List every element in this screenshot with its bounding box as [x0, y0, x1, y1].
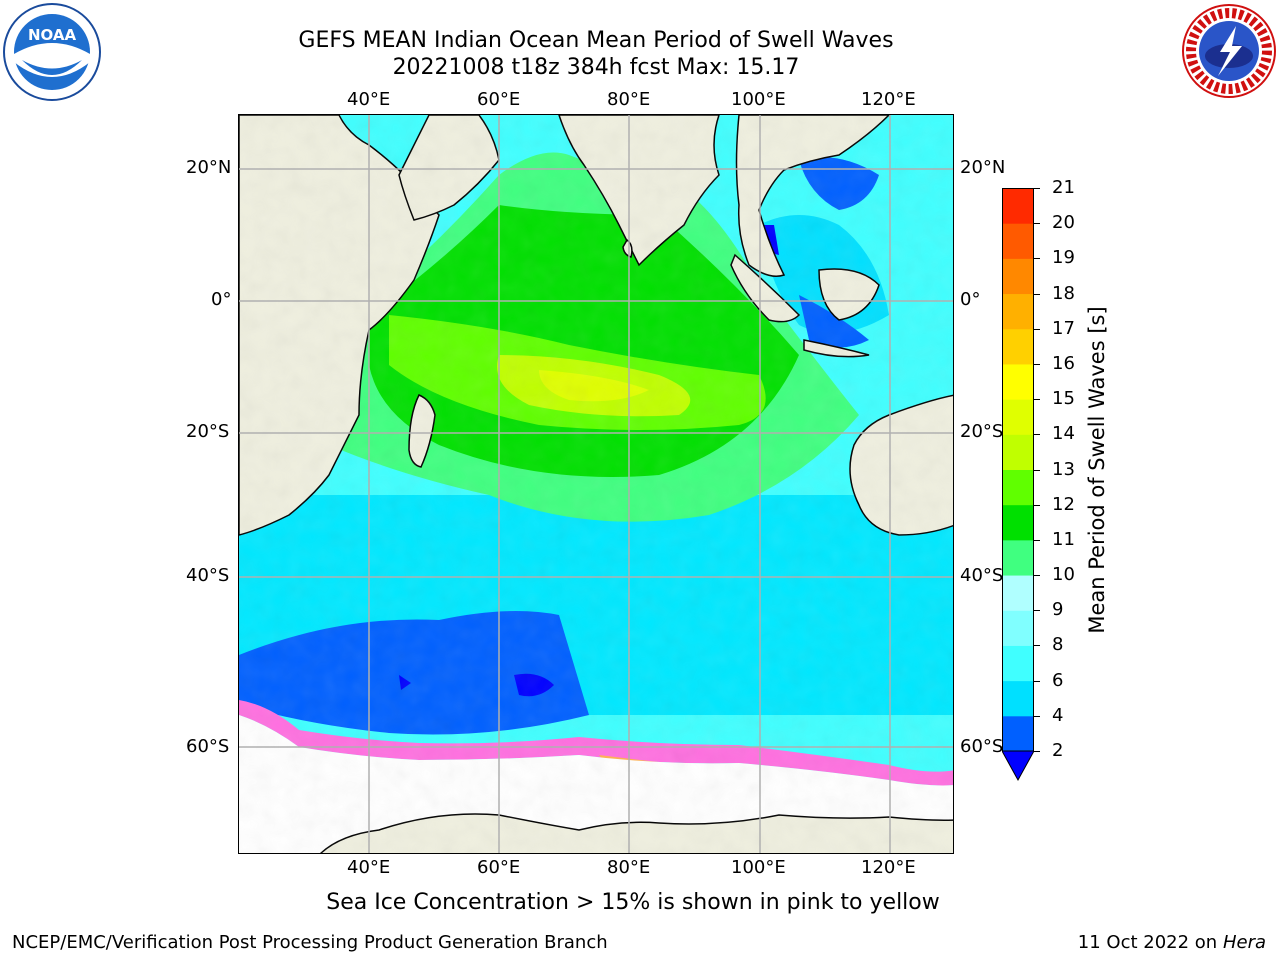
footer-date: 11 Oct 2022 on Hera	[1077, 932, 1266, 953]
colorbar-segment	[1002, 223, 1034, 259]
nws-logo	[1180, 2, 1278, 100]
lon-label-bottom: 40°E	[347, 857, 391, 878]
lat-label-right: 20°S	[960, 421, 1004, 442]
lat-label-left: 20°N	[186, 157, 232, 178]
lat-label-right: 20°N	[960, 157, 1006, 178]
colorbar-segment	[1002, 610, 1034, 646]
colorbar-tick-label: 15	[1052, 388, 1075, 410]
colorbar-tick-label: 9	[1052, 599, 1064, 621]
colorbar-segment	[1002, 469, 1034, 506]
colorbar-tick-label: 10	[1052, 564, 1075, 586]
lon-label-top: 40°E	[347, 89, 391, 110]
colorbar-segment	[1002, 680, 1034, 717]
lat-label-left: 60°S	[186, 736, 230, 757]
gridlines	[239, 115, 953, 853]
colorbar-tick-label: 16	[1052, 352, 1075, 374]
lat-label-left: 0°	[211, 289, 232, 310]
colorbar-tick-label: 6	[1052, 669, 1064, 691]
colorbar-segment	[1002, 434, 1034, 470]
colorbar-tick-label: 12	[1052, 493, 1075, 515]
colorbar-tick-label: 20	[1052, 212, 1075, 234]
lon-label-bottom: 120°E	[861, 857, 916, 878]
lat-label-right: 0°	[960, 289, 981, 310]
colorbar-tick-label: 21	[1052, 177, 1075, 198]
colorbar-segment	[1002, 715, 1034, 752]
colorbar-segment	[1002, 539, 1034, 576]
colorbar-segment	[1002, 328, 1034, 365]
lat-label-left: 20°S	[186, 421, 230, 442]
colorbar-tick-label: 17	[1052, 317, 1075, 339]
colorbar-segment	[1002, 188, 1034, 224]
lon-label-top: 60°E	[477, 89, 521, 110]
colorbar-segment	[1002, 575, 1034, 611]
chart-title: GEFS MEAN Indian Ocean Mean Period of Sw…	[298, 28, 894, 53]
colorbar-tick-label: 18	[1052, 282, 1075, 304]
lon-label-bottom: 80°E	[607, 857, 651, 878]
swell-period-map	[238, 114, 954, 854]
lat-label-right: 40°S	[960, 565, 1004, 586]
colorbar-title: Mean Period of Swell Waves [s]	[1085, 306, 1109, 634]
colorbar-tick-label: 2	[1052, 740, 1064, 761]
lon-label-top: 100°E	[731, 89, 786, 110]
colorbar-segment	[1002, 293, 1034, 330]
lat-label-right: 60°S	[960, 736, 1004, 757]
lon-label-bottom: 60°E	[477, 857, 521, 878]
colorbar-under-arrow	[1001, 750, 1035, 782]
noaa-logo: NOAA	[2, 2, 102, 102]
lon-label-bottom: 100°E	[731, 857, 786, 878]
chart-subtitle: 20221008 t18z 384h fcst Max: 15.17	[392, 55, 800, 80]
colorbar-tick-label: 8	[1052, 634, 1064, 656]
colorbar	[1001, 188, 1035, 782]
colorbar-segment	[1002, 399, 1034, 435]
sea-ice-note: Sea Ice Concentration > 15% is shown in …	[326, 890, 940, 915]
colorbar-segment	[1002, 258, 1034, 295]
colorbar-tick-label: 4	[1052, 704, 1064, 726]
lon-label-top: 80°E	[607, 89, 651, 110]
colorbar-segment	[1002, 504, 1034, 541]
lon-label-top: 120°E	[861, 89, 916, 110]
colorbar-tick-label: 13	[1052, 458, 1075, 480]
colorbar-segment	[1002, 363, 1034, 400]
svg-text:NOAA: NOAA	[28, 26, 77, 44]
footer-credit: NCEP/EMC/Verification Post Processing Pr…	[12, 932, 608, 953]
colorbar-tick-label: 14	[1052, 423, 1075, 445]
colorbar-tick-label: 19	[1052, 247, 1075, 269]
colorbar-segment	[1002, 645, 1034, 682]
colorbar-tick-label: 11	[1052, 528, 1075, 550]
lat-label-left: 40°S	[186, 565, 230, 586]
